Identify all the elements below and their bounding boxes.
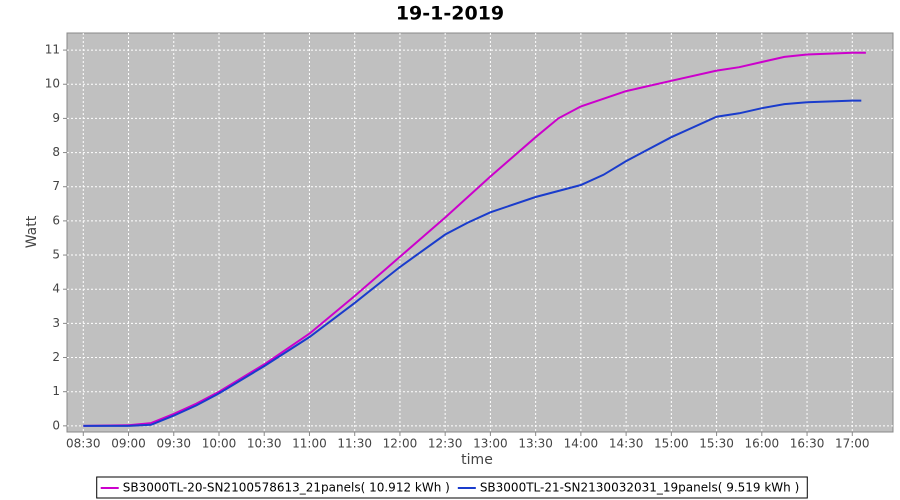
x-tick-label: 16:00 <box>745 437 780 451</box>
x-tick-label: 09:00 <box>111 437 146 451</box>
x-tick-label: 08:30 <box>66 437 101 451</box>
x-tick-label: 16:30 <box>790 437 825 451</box>
y-tick-label: 10 <box>45 77 60 91</box>
x-tick-label: 10:30 <box>247 437 282 451</box>
legend-box <box>96 476 808 499</box>
y-tick-label: 0 <box>52 418 60 432</box>
y-tick-label: 7 <box>52 179 60 193</box>
y-tick-label: 6 <box>52 213 60 227</box>
y-tick-label: 5 <box>52 248 60 262</box>
y-tick-label: 9 <box>52 111 60 125</box>
x-tick-label: 11:00 <box>292 437 327 451</box>
x-tick-label: 09:30 <box>156 437 191 451</box>
y-tick-label: 1 <box>52 384 60 398</box>
legend-item: SB3000TL-20-SN2100578613_21panels( 10.91… <box>100 481 450 495</box>
legend-item: SB3000TL-21-SN2130032031_19panels( 9.519… <box>457 481 799 495</box>
x-tick-label: 10:00 <box>202 437 237 451</box>
x-tick-label: 13:30 <box>518 437 553 451</box>
y-tick-label: 4 <box>52 282 60 296</box>
y-tick-label: 3 <box>52 316 60 330</box>
legend-text: SB3000TL-21-SN2130032031_19panels( 9.519… <box>480 481 799 495</box>
chart-title: 19-1-2019 <box>396 3 504 25</box>
data-line <box>83 99 862 427</box>
x-tick-label: 15:30 <box>699 437 734 451</box>
plot-area <box>66 32 894 433</box>
x-axis-label: time <box>461 452 493 468</box>
legend-text: SB3000TL-20-SN2100578613_21panels( 10.91… <box>123 481 450 495</box>
x-tick-label: 14:30 <box>609 437 644 451</box>
y-axis-label: Watt <box>24 215 40 248</box>
x-tick-label: 15:00 <box>654 437 689 451</box>
data-line <box>83 51 866 427</box>
x-tick-label: 12:30 <box>428 437 463 451</box>
y-tick-label: 11 <box>45 43 60 57</box>
y-tick-label: 2 <box>52 350 60 364</box>
y-tick-label: 8 <box>52 145 60 159</box>
x-tick-label: 14:00 <box>564 437 599 451</box>
x-tick-label: 12:00 <box>383 437 418 451</box>
x-tick-label: 13:00 <box>473 437 508 451</box>
x-tick-label: 17:00 <box>835 437 870 451</box>
x-tick-label: 11:30 <box>337 437 372 451</box>
